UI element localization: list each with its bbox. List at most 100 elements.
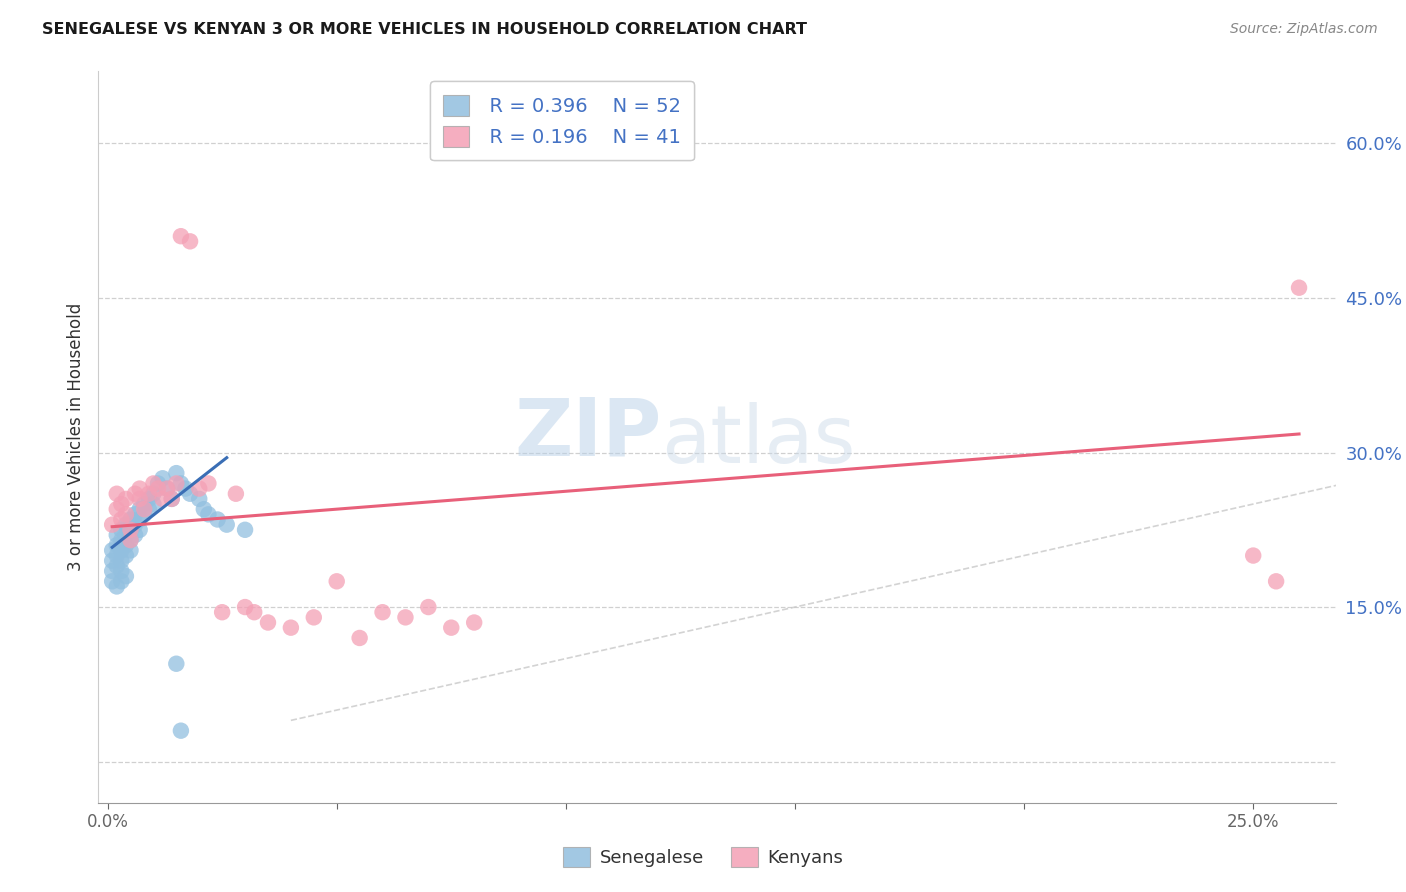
Point <box>160 491 183 506</box>
Point <box>110 523 132 537</box>
Text: ZIP: ZIP <box>515 394 661 473</box>
Point <box>110 497 132 511</box>
Point <box>197 476 219 491</box>
Point <box>115 538 138 552</box>
Legend: Senegalese, Kenyans: Senegalese, Kenyans <box>555 839 851 874</box>
Point <box>165 466 187 480</box>
Point <box>110 564 132 578</box>
Text: SENEGALESE VS KENYAN 3 OR MORE VEHICLES IN HOUSEHOLD CORRELATION CHART: SENEGALESE VS KENYAN 3 OR MORE VEHICLES … <box>42 22 807 37</box>
Point <box>197 508 219 522</box>
Point <box>225 487 247 501</box>
Point <box>179 235 201 249</box>
Point <box>156 482 179 496</box>
Point <box>115 517 138 532</box>
Point <box>105 487 128 501</box>
Point <box>193 502 215 516</box>
Point <box>371 605 394 619</box>
Point <box>101 574 124 589</box>
Point <box>302 610 325 624</box>
Point <box>325 574 347 589</box>
Point <box>211 605 233 619</box>
Point <box>280 621 302 635</box>
Point <box>105 528 128 542</box>
Point <box>124 528 146 542</box>
Point <box>394 610 416 624</box>
Point <box>179 487 201 501</box>
Point <box>160 491 183 506</box>
Point <box>105 558 128 573</box>
Point <box>233 600 256 615</box>
Point <box>134 502 156 516</box>
Point <box>128 512 150 526</box>
Point <box>243 605 266 619</box>
Point <box>110 554 132 568</box>
Point <box>1265 574 1288 589</box>
Point <box>115 508 138 522</box>
Point <box>120 533 142 547</box>
Point <box>156 482 179 496</box>
Point <box>233 523 256 537</box>
Point <box>1288 281 1310 295</box>
Point <box>170 476 193 491</box>
Point <box>120 523 142 537</box>
Point <box>146 476 169 491</box>
Point <box>105 538 128 552</box>
Y-axis label: 3 or more Vehicles in Household: 3 or more Vehicles in Household <box>66 303 84 571</box>
Point <box>120 543 142 558</box>
Point <box>110 574 132 589</box>
Point <box>120 523 142 537</box>
Point <box>138 491 160 506</box>
Legend:   R = 0.396    N = 52,   R = 0.196    N = 41: R = 0.396 N = 52, R = 0.196 N = 41 <box>430 81 695 161</box>
Text: Source: ZipAtlas.com: Source: ZipAtlas.com <box>1230 22 1378 37</box>
Text: atlas: atlas <box>661 401 856 480</box>
Point <box>134 497 156 511</box>
Point <box>115 491 138 506</box>
Point <box>142 497 165 511</box>
Point <box>124 487 146 501</box>
Point <box>152 471 174 485</box>
Point <box>174 482 197 496</box>
Point <box>207 512 229 526</box>
Point <box>101 564 124 578</box>
Point <box>124 517 146 532</box>
Point <box>110 512 132 526</box>
Point <box>110 533 132 547</box>
Point <box>120 533 142 547</box>
Point <box>349 631 371 645</box>
Point <box>170 229 193 244</box>
Point <box>124 508 146 522</box>
Point <box>128 502 150 516</box>
Point <box>463 615 485 630</box>
Point <box>215 517 238 532</box>
Point <box>128 491 150 506</box>
Point <box>101 554 124 568</box>
Point <box>188 491 211 506</box>
Point <box>138 502 160 516</box>
Point <box>138 487 160 501</box>
Point <box>105 502 128 516</box>
Point <box>134 508 156 522</box>
Point <box>110 543 132 558</box>
Point <box>142 487 165 501</box>
Point <box>440 621 463 635</box>
Point <box>165 476 187 491</box>
Point <box>142 476 165 491</box>
Point <box>165 657 187 671</box>
Point <box>128 523 150 537</box>
Point <box>418 600 440 615</box>
Point <box>188 482 211 496</box>
Point <box>170 723 193 738</box>
Point <box>101 543 124 558</box>
Point <box>101 517 124 532</box>
Point <box>115 528 138 542</box>
Point <box>128 482 150 496</box>
Point <box>257 615 280 630</box>
Point <box>115 569 138 583</box>
Point <box>115 549 138 563</box>
Point <box>105 549 128 563</box>
Point <box>146 482 169 496</box>
Point <box>120 512 142 526</box>
Point <box>152 491 174 506</box>
Point <box>1241 549 1264 563</box>
Point <box>105 579 128 593</box>
